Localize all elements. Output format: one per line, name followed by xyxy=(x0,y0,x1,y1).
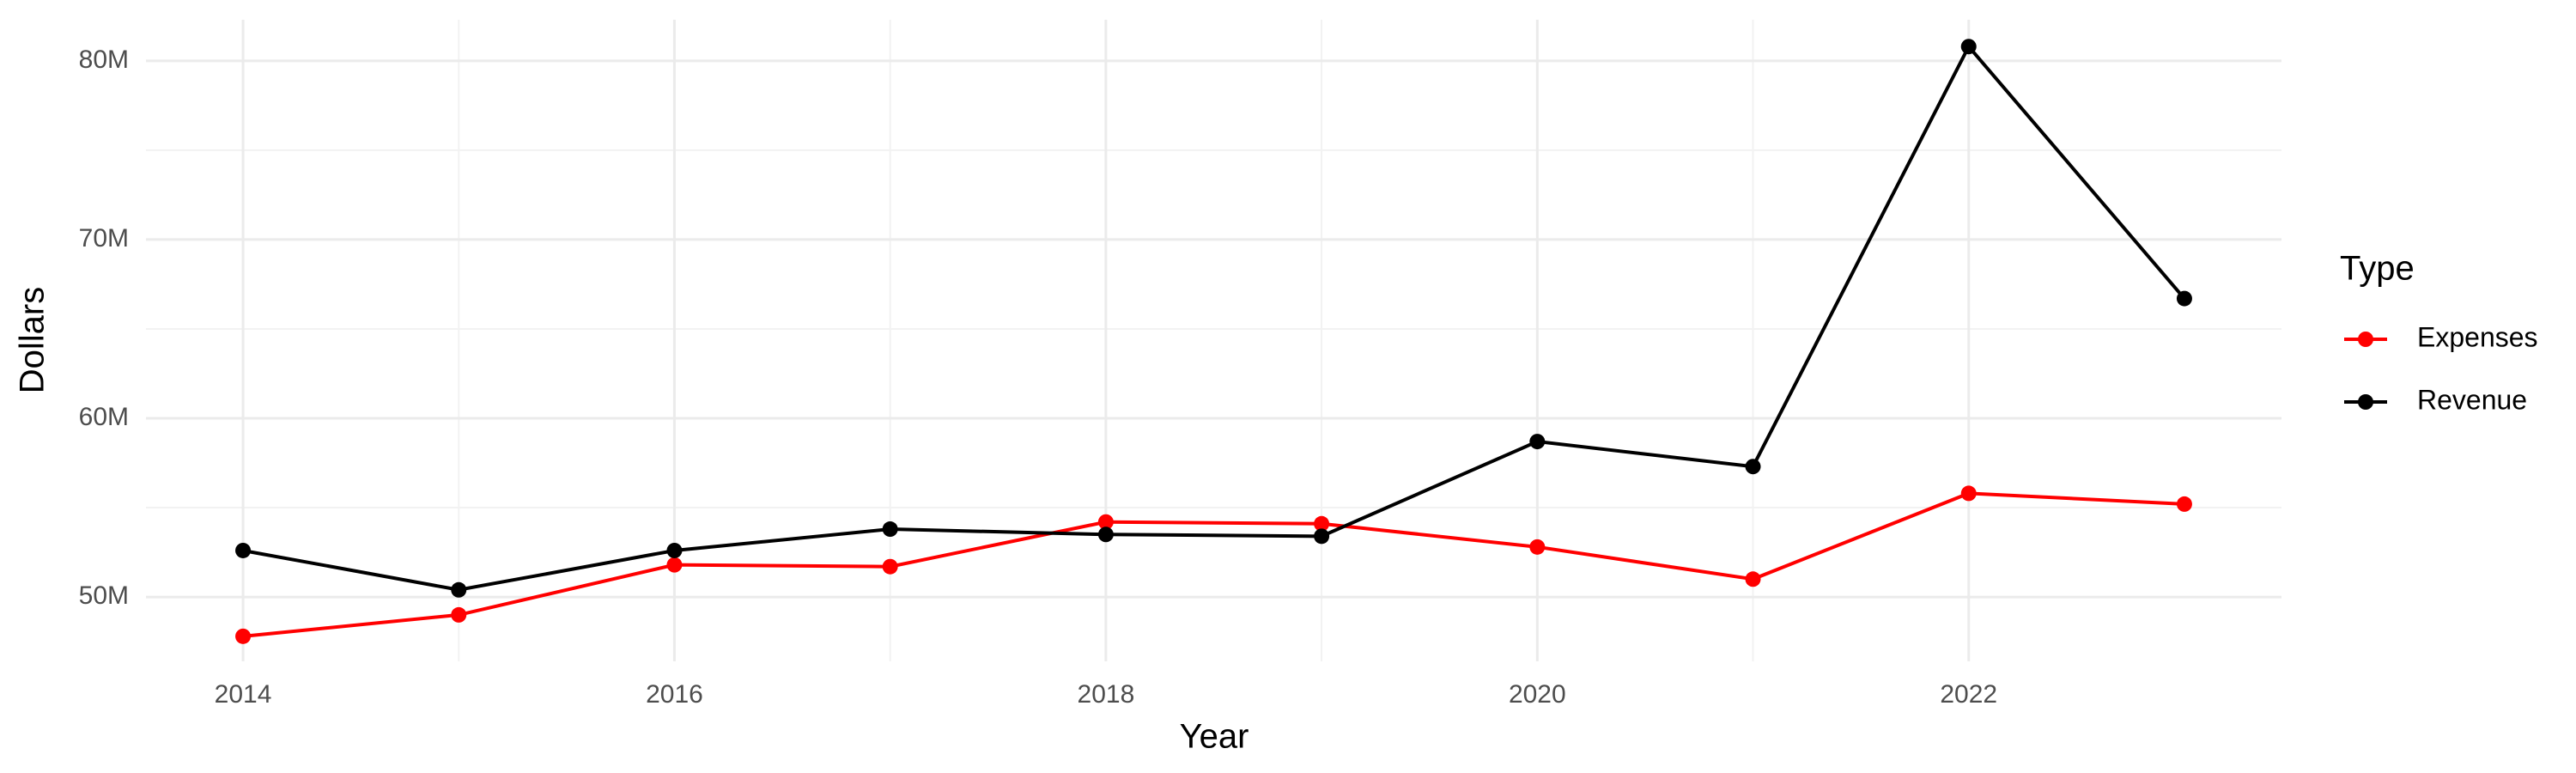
point xyxy=(1097,526,1114,543)
point xyxy=(1529,539,1546,555)
y-tick-label: 80M xyxy=(79,46,129,74)
series-line xyxy=(242,491,2185,638)
point xyxy=(882,521,898,538)
point xyxy=(666,542,683,558)
point xyxy=(235,542,252,558)
point xyxy=(1097,514,1114,530)
x-tick-label: 2022 xyxy=(1940,680,1997,709)
point xyxy=(1529,434,1546,450)
point xyxy=(1314,515,1330,532)
series-line xyxy=(242,43,2186,592)
y-tick-label: 60M xyxy=(79,403,129,431)
y-tick-label: 50M xyxy=(79,581,129,610)
point xyxy=(666,557,683,573)
x-tick-label: 2016 xyxy=(646,680,703,709)
point xyxy=(451,581,467,598)
point xyxy=(1745,571,1761,587)
point xyxy=(1745,459,1761,475)
legend-label: Revenue xyxy=(2417,384,2527,415)
point xyxy=(2176,496,2192,512)
x-tick-label: 2020 xyxy=(1509,680,1566,709)
x-tick-label: 2014 xyxy=(215,680,272,709)
legend-label: Expenses xyxy=(2417,321,2538,352)
y-axis-title: Dollars xyxy=(14,287,52,393)
legend-point xyxy=(2358,332,2373,347)
point xyxy=(235,628,252,644)
point xyxy=(1960,39,1977,55)
point xyxy=(1960,485,1977,502)
legend-point xyxy=(2358,394,2373,410)
legend-title: Type xyxy=(2340,250,2415,288)
point xyxy=(1314,528,1330,545)
point xyxy=(2176,290,2192,307)
y-tick-label: 70M xyxy=(79,224,129,253)
point xyxy=(451,606,467,623)
x-tick-label: 2018 xyxy=(1078,680,1135,709)
point xyxy=(882,558,898,575)
x-axis-title: Year xyxy=(1180,718,1249,756)
